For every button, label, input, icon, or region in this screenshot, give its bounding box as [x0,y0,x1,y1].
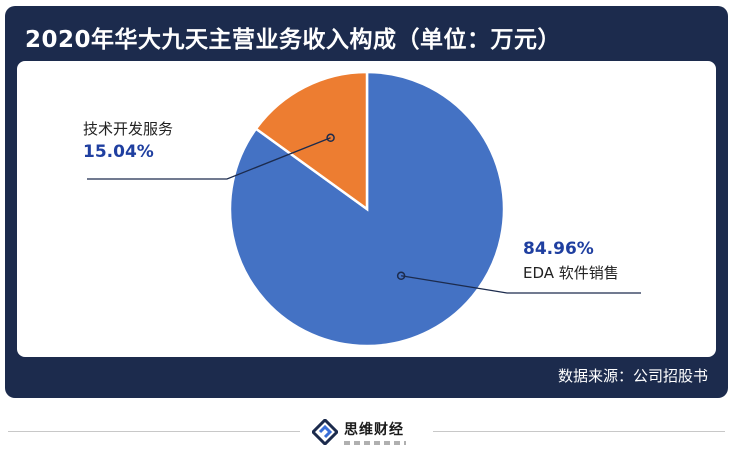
brand-logo: 思维财经 [312,418,406,446]
chart-card: 2020年华大九天主营业务收入构成（单位：万元） 技术开发服务 15.04% 8… [5,6,728,398]
chart-title: 2020年华大九天主营业务收入构成（单位：万元） [25,27,562,53]
leader-tech-dot [326,133,335,143]
brand-name: 思维财经 [344,422,404,438]
brand-logo-icon [312,419,338,445]
label-eda-name: EDA 软件销售 [523,264,619,282]
pie-chart: 技术开发服务 15.04% 84.96% EDA 软件销售 [83,70,641,348]
brand-subtitle-decoration [344,441,406,445]
label-eda-percent: 84.96% [523,239,594,259]
pie-slice-1 [254,70,369,212]
leader-tech-line [87,137,331,180]
footer-divider-left [8,431,300,432]
label-tech-name: 技术开发服务 [83,120,173,138]
footer-divider-right [433,431,725,432]
label-tech-percent: 15.04% [83,142,154,162]
leader-eda-line [401,275,641,294]
data-source: 数据来源：公司招股书 [557,367,708,385]
chart-panel: 技术开发服务 15.04% 84.96% EDA 软件销售 [17,61,716,357]
